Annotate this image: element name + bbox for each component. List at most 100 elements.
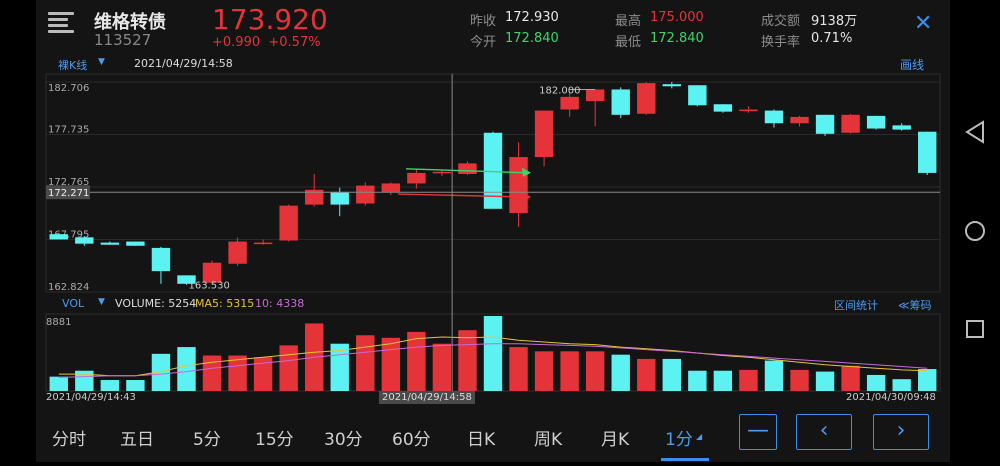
- draw-line-button[interactable]: 画线: [900, 58, 925, 72]
- menu-icon[interactable]: [48, 12, 74, 34]
- volume-bar: [841, 365, 860, 391]
- candle-body: [279, 205, 298, 241]
- volume-bar: [49, 376, 68, 391]
- volume-bar: [688, 370, 707, 391]
- candlestick-series: [49, 82, 937, 285]
- candle-body: [585, 89, 605, 102]
- kline-type-selector[interactable]: 裸K线: [58, 59, 88, 72]
- interval-stats-button[interactable]: 区间统计: [834, 299, 878, 312]
- high-value: 175.000: [650, 10, 704, 25]
- candle-body: [790, 116, 809, 124]
- candle-body: [866, 115, 886, 129]
- volume-bar: [918, 369, 937, 391]
- volume-bar: [892, 379, 911, 391]
- volume-bar: [560, 351, 579, 391]
- amount-label: 成交额: [761, 14, 801, 29]
- candle-body: [611, 89, 630, 115]
- tab-five-day[interactable]: 五日: [120, 430, 154, 450]
- candle-body: [100, 242, 120, 245]
- back-triangle-icon[interactable]: [965, 120, 984, 144]
- candle-body: [228, 241, 247, 264]
- tab-15min[interactable]: 15分: [255, 430, 294, 450]
- candle-body: [177, 275, 196, 284]
- stock-code: 113527: [94, 31, 152, 49]
- volume-bar: [356, 335, 375, 391]
- time-axis-end: 2021/04/30/09:48: [846, 392, 936, 403]
- candle-body: [330, 191, 349, 205]
- change-percent: +0.57%: [268, 35, 321, 50]
- volume-bar: [713, 370, 733, 391]
- price-change: +0.990 +0.57%: [212, 35, 321, 50]
- price-tick-label: 162.824: [48, 282, 89, 293]
- minus-icon: —: [747, 418, 769, 443]
- volume-bar: [483, 316, 503, 391]
- dropdown-triangle-icon[interactable]: ▼: [98, 57, 105, 67]
- tab-week-k[interactable]: 周K: [534, 430, 563, 450]
- tab-60min[interactable]: 60分: [392, 430, 431, 450]
- volume-bar: [177, 347, 196, 391]
- crosshair-time: 2021/04/29/14:58: [134, 57, 233, 70]
- kline-chart[interactable]: 182.706 177.735 172.765 167.795 162.824 182.…: [36, 0, 950, 412]
- candle-body: [253, 242, 273, 245]
- candle-body: [151, 247, 171, 272]
- volume-bar: [75, 370, 94, 391]
- candle-body: [688, 85, 707, 106]
- time-axis-cursor: 2021/04/29/14:58: [379, 391, 475, 404]
- price-axis: 182.706 177.735 172.765 167.795 162.824: [48, 83, 89, 293]
- prev-close-value: 172.930: [505, 10, 559, 25]
- candle-body: [560, 96, 579, 110]
- volume-bar: [790, 369, 809, 391]
- candle-body: [407, 172, 426, 184]
- volume-bar: [407, 331, 426, 391]
- tab-5min[interactable]: 5分: [193, 430, 221, 450]
- volume-bar: [151, 353, 171, 391]
- price-tick-label: 172.765: [48, 177, 89, 188]
- turnover-value: 0.71%: [811, 31, 853, 46]
- recent-square-icon[interactable]: [966, 320, 984, 338]
- vol-label[interactable]: VOL: [62, 297, 85, 310]
- volume-bar: [432, 343, 452, 391]
- candle-body: [305, 189, 324, 205]
- candle-body: [841, 114, 860, 133]
- volume-bar: [381, 337, 401, 391]
- high-label: 最高: [615, 14, 642, 29]
- moving-average-lines: [58, 336, 928, 378]
- tab-day-k[interactable]: 日K: [467, 430, 496, 450]
- candle-body: [764, 110, 784, 124]
- next-button[interactable]: ›: [873, 414, 929, 450]
- high-annotation: 182.000: [539, 85, 580, 96]
- volume-bar: [202, 355, 222, 391]
- chart-overlay: 182.000 163.530 172.271: [46, 74, 940, 391]
- volume-bar: [253, 357, 273, 391]
- tab-1min[interactable]: 1分: [665, 430, 693, 450]
- candle-body: [662, 84, 681, 87]
- ma5-line: [58, 336, 928, 377]
- low-label: 最低: [615, 35, 642, 50]
- low-annotation: 163.530: [188, 281, 229, 292]
- prev-button[interactable]: ‹: [796, 414, 852, 450]
- tab-timeshare[interactable]: 分时: [52, 430, 86, 450]
- vol-dropdown-icon[interactable]: ▼: [98, 297, 105, 307]
- last-price: 173.920: [212, 3, 328, 36]
- volume-bar: [534, 351, 554, 391]
- volume-bar: [764, 360, 784, 391]
- zoom-out-button[interactable]: —: [739, 414, 777, 450]
- chips-button[interactable]: ≪筹码: [898, 299, 932, 312]
- close-icon[interactable]: ✕: [914, 11, 933, 36]
- tab-1min-dropdown-icon[interactable]: ◢: [696, 432, 703, 441]
- candle-body: [49, 234, 68, 240]
- crosshair-value-box: [46, 185, 90, 200]
- low-value: 172.840: [650, 31, 704, 46]
- home-circle-icon[interactable]: [965, 221, 985, 241]
- red-arrow-head: [522, 192, 531, 203]
- active-tab-indicator: [661, 458, 709, 461]
- ma10-line: [58, 343, 928, 378]
- volume-bar: [585, 351, 605, 391]
- tab-30min[interactable]: 30分: [324, 430, 363, 450]
- system-nav-bar: [950, 0, 1000, 462]
- volume-series: [49, 316, 937, 391]
- turnover-label: 换手率: [761, 35, 801, 50]
- tab-month-k[interactable]: 月K: [601, 430, 630, 450]
- volume-value: VOLUME: 5254: [115, 297, 197, 310]
- candle-body: [126, 241, 145, 246]
